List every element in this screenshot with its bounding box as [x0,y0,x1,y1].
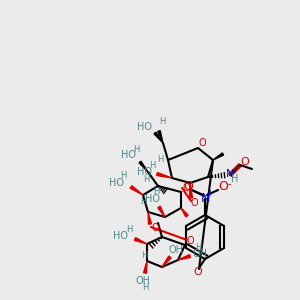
Polygon shape [190,183,193,198]
Text: H: H [142,284,148,292]
Polygon shape [213,153,224,160]
Text: HO: HO [110,178,124,188]
Text: OH: OH [136,276,151,286]
Text: O: O [183,181,193,194]
Polygon shape [134,238,147,244]
Text: -: - [227,179,231,189]
Text: O: O [218,181,228,194]
Polygon shape [158,206,165,217]
Polygon shape [143,261,147,273]
Text: O: O [198,138,206,148]
Text: H: H [143,175,149,184]
Text: H: H [133,146,139,154]
Polygon shape [130,186,143,195]
Text: HO: HO [112,231,128,241]
Text: H: H [159,118,165,127]
Text: O: O [182,183,190,193]
Text: OH: OH [193,249,208,259]
Text: H: H [153,188,159,196]
Text: H: H [157,155,163,164]
Text: O: O [151,223,159,233]
Text: HO: HO [121,150,136,160]
Polygon shape [178,255,190,260]
Text: HO: HO [137,122,152,132]
Polygon shape [139,161,148,172]
Text: +: + [207,190,213,199]
Text: N: N [226,169,234,179]
Polygon shape [158,130,163,143]
Text: OH: OH [169,245,184,255]
Polygon shape [162,256,171,267]
Text: H: H [195,244,201,253]
Text: H: H [231,174,239,184]
Text: HO: HO [136,167,152,177]
Text: O: O [241,157,249,167]
Text: H: H [126,226,132,235]
Polygon shape [181,208,188,217]
Text: H: H [140,197,146,206]
Text: O: O [194,267,202,277]
Text: N: N [200,193,210,206]
Text: HO: HO [145,194,160,204]
Text: O: O [190,198,198,208]
Polygon shape [148,212,152,224]
Polygon shape [154,132,163,143]
Text: H: H [149,161,155,170]
Text: O: O [186,236,194,246]
Text: H: H [141,250,147,260]
Polygon shape [157,172,172,178]
Text: H: H [120,170,126,179]
